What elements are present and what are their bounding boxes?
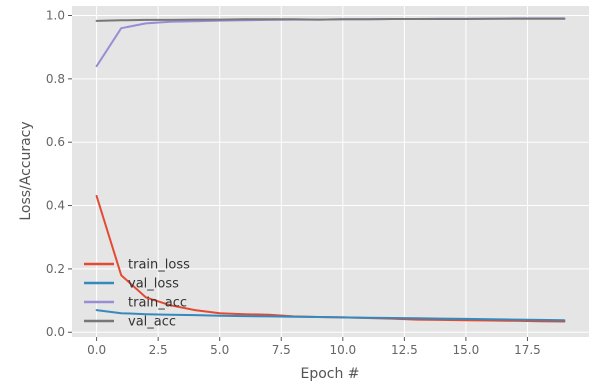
series-line-val-acc (95, 17, 566, 22)
legend-label-val-loss: val_loss (128, 277, 179, 292)
x-tick-label-6: 15.0 (453, 343, 480, 357)
x-tick-label-2: 5.0 (210, 343, 229, 357)
series-line-val-loss (95, 309, 566, 322)
y-tick-label-4: 0.8 (46, 72, 65, 86)
x-tick-label-0: 0.0 (87, 343, 106, 357)
legend-label-train-acc: train_acc (128, 296, 187, 311)
y-axis-label: Loss/Accuracy (18, 121, 34, 220)
legend: train_loss val_loss train_acc val_acc (84, 258, 190, 330)
x-tick-label-1: 2.5 (149, 343, 168, 357)
y-tick-label-0: 0.0 (46, 325, 65, 339)
y-tick-label-2: 0.4 (46, 199, 65, 213)
x-tick-label-5: 12.5 (391, 343, 418, 357)
x-tick-label-4: 10.0 (329, 343, 356, 357)
y-tick-label-3: 0.6 (46, 135, 65, 149)
legend-label-train-loss: train_loss (128, 258, 190, 273)
x-axis-ticks: 0.0 2.5 5.0 7.5 10.0 12.5 15.0 17.5 (87, 337, 541, 357)
x-tick-label-7: 17.5 (514, 343, 541, 357)
grid-lines (72, 6, 589, 337)
x-axis-label: Epoch # (300, 366, 359, 382)
y-tick-label-5: 1.0 (46, 9, 65, 23)
series-lines (95, 17, 566, 323)
y-tick-label-1: 0.2 (46, 262, 65, 276)
x-tick-label-3: 7.5 (272, 343, 291, 357)
legend-label-val-acc: val_acc (128, 315, 176, 330)
y-axis-ticks: 0.0 0.2 0.4 0.6 0.8 1.0 (46, 9, 72, 339)
